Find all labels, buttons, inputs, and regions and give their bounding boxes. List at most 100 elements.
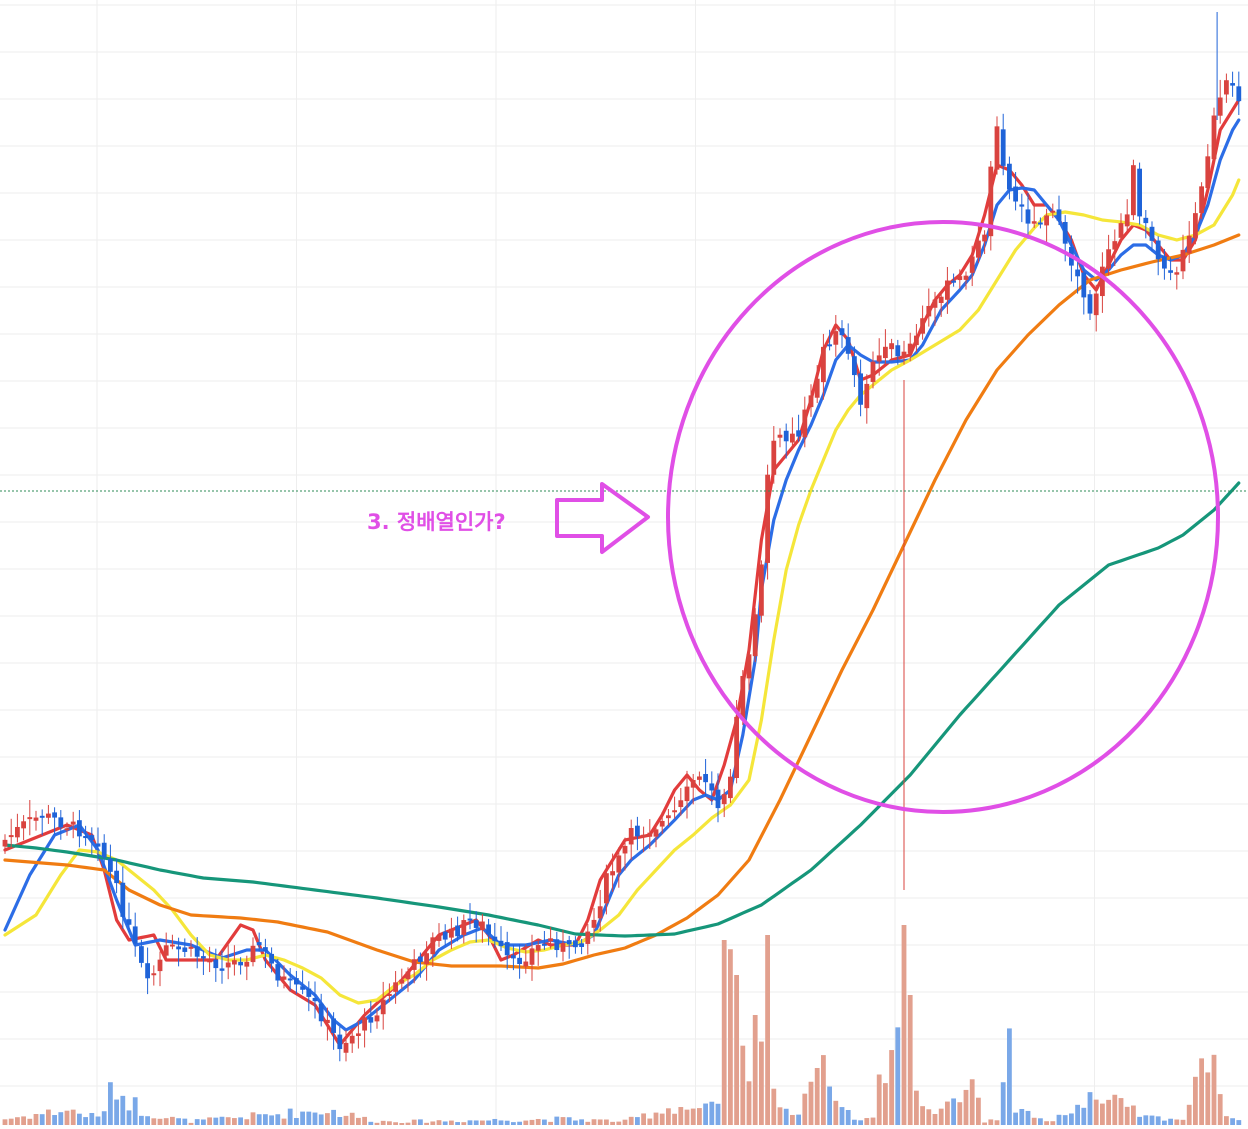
- candle: [752, 608, 758, 663]
- candle: [982, 230, 987, 254]
- candle: [1217, 79, 1223, 124]
- candle: [108, 844, 113, 880]
- candle: [225, 944, 231, 980]
- candle: [430, 932, 436, 967]
- volume-bar: [957, 1102, 963, 1125]
- candle: [1000, 113, 1006, 176]
- candle: [728, 768, 733, 803]
- volume-bar: [814, 1067, 820, 1125]
- volume-bar: [1224, 1116, 1229, 1125]
- candle: [746, 643, 752, 690]
- volume-bar: [108, 1082, 113, 1125]
- candle: [1162, 248, 1167, 280]
- volume-bar: [684, 1109, 690, 1125]
- volume-bar: [1000, 1082, 1006, 1125]
- volume-bar: [715, 1103, 721, 1125]
- volume-bar: [901, 925, 907, 1125]
- volume-bar: [566, 1117, 572, 1125]
- candle: [362, 1008, 367, 1048]
- candle: [554, 931, 560, 958]
- volume-bar: [591, 1119, 597, 1125]
- volume-bar: [126, 1110, 132, 1125]
- candle: [969, 245, 975, 287]
- candle: [449, 917, 454, 950]
- candle: [263, 938, 268, 968]
- volume-bar: [622, 1119, 628, 1125]
- volume-bar: [1193, 1076, 1198, 1125]
- volume-bar: [976, 1097, 981, 1125]
- volume-bar: [362, 1116, 367, 1125]
- candle: [8, 818, 14, 849]
- volume-bar: [926, 1109, 932, 1125]
- volume-bar: [1019, 1108, 1025, 1125]
- candle: [1013, 172, 1018, 211]
- volume-bar: [864, 1118, 870, 1125]
- candle: [89, 827, 95, 855]
- candle: [418, 952, 423, 978]
- candle: [616, 847, 622, 888]
- volume-bar: [1118, 1098, 1124, 1125]
- candle: [876, 338, 882, 376]
- volume-bar: [548, 1121, 553, 1125]
- candle: [318, 993, 324, 1027]
- candle: [951, 273, 956, 287]
- candle: [132, 912, 138, 957]
- volume-bar: [269, 1115, 274, 1125]
- volume-bar: [27, 1118, 33, 1125]
- volume-bar: [1031, 1117, 1037, 1125]
- volume-bar: [461, 1122, 467, 1125]
- candle: [542, 930, 547, 950]
- volume-bar: [486, 1120, 491, 1125]
- candle: [337, 1026, 343, 1062]
- candle: [349, 1030, 355, 1053]
- candle: [486, 918, 491, 946]
- volume-bar: [579, 1119, 584, 1125]
- candle: [945, 266, 950, 314]
- moving-averages: [3, 98, 1241, 1047]
- volume-bar: [951, 1098, 956, 1125]
- highlight-circle: [666, 220, 1220, 814]
- candle: [442, 924, 448, 946]
- volume-bar: [876, 1074, 882, 1125]
- volume-bar: [1007, 1028, 1012, 1125]
- volume-bar: [176, 1118, 181, 1125]
- candle: [39, 809, 45, 836]
- volume-bar: [734, 975, 739, 1125]
- candle: [852, 346, 857, 388]
- candle: [331, 1012, 336, 1050]
- volume-bar: [8, 1118, 14, 1125]
- volume-bar: [263, 1114, 268, 1125]
- volume-bar: [77, 1113, 82, 1125]
- candle: [938, 291, 944, 317]
- volume-bar: [1044, 1121, 1049, 1125]
- candle: [994, 116, 1000, 175]
- volume-bar: [101, 1111, 107, 1125]
- volume-bar: [46, 1109, 51, 1125]
- volume-bar: [796, 1114, 801, 1125]
- volume-bar: [151, 1118, 157, 1125]
- volume-bar: [455, 1122, 460, 1125]
- volume-bar: [449, 1120, 454, 1125]
- candle: [27, 799, 33, 836]
- candle: [895, 339, 901, 365]
- volume-bar: [2, 1119, 8, 1125]
- candle: [678, 788, 684, 816]
- volume-bar: [628, 1116, 634, 1125]
- candle: [604, 864, 609, 915]
- candle: [870, 351, 876, 389]
- candle: [232, 945, 237, 976]
- candle: [95, 827, 101, 862]
- candle: [238, 957, 243, 975]
- volume-bar: [312, 1112, 318, 1125]
- volume-bar: [1143, 1115, 1149, 1125]
- candle: [1044, 208, 1049, 243]
- candle: [325, 1007, 330, 1041]
- volume-bar: [821, 1055, 826, 1125]
- volume-bar: [1124, 1106, 1130, 1125]
- candle: [914, 323, 919, 353]
- candle: [517, 944, 522, 979]
- candle: [492, 922, 498, 948]
- volume-bar: [690, 1108, 696, 1125]
